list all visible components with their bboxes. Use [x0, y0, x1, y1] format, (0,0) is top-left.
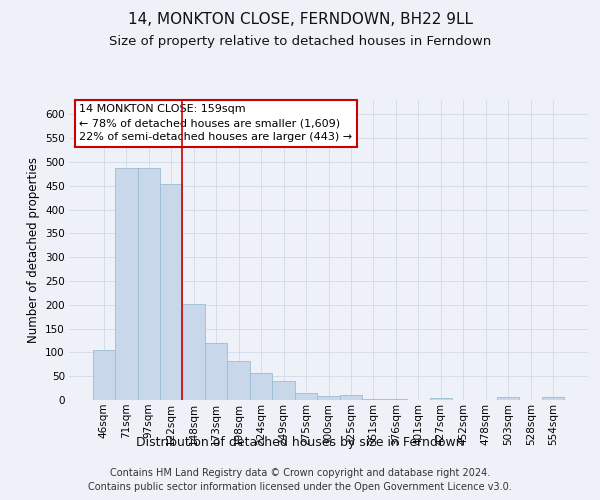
Bar	[542, 397, 565, 400]
Bar	[182, 304, 205, 400]
Text: 14, MONKTON CLOSE, FERNDOWN, BH22 9LL: 14, MONKTON CLOSE, FERNDOWN, BH22 9LL	[128, 12, 473, 28]
Bar	[272, 381, 295, 400]
Bar	[92, 350, 115, 400]
Bar	[430, 398, 452, 400]
Bar	[160, 184, 182, 400]
Bar	[115, 168, 137, 400]
Bar	[340, 395, 362, 400]
Bar	[250, 374, 272, 400]
Bar	[362, 398, 385, 400]
Bar	[205, 343, 227, 400]
Text: Contains HM Land Registry data © Crown copyright and database right 2024.: Contains HM Land Registry data © Crown c…	[110, 468, 490, 477]
Text: 14 MONKTON CLOSE: 159sqm
← 78% of detached houses are smaller (1,609)
22% of sem: 14 MONKTON CLOSE: 159sqm ← 78% of detach…	[79, 104, 353, 142]
Y-axis label: Number of detached properties: Number of detached properties	[26, 157, 40, 343]
Bar	[295, 394, 317, 400]
Bar	[497, 397, 520, 400]
Bar	[385, 399, 407, 400]
Bar	[137, 168, 160, 400]
Bar	[227, 361, 250, 400]
Bar	[317, 396, 340, 400]
Text: Size of property relative to detached houses in Ferndown: Size of property relative to detached ho…	[109, 35, 491, 48]
Text: Distribution of detached houses by size in Ferndown: Distribution of detached houses by size …	[136, 436, 464, 449]
Text: Contains public sector information licensed under the Open Government Licence v3: Contains public sector information licen…	[88, 482, 512, 492]
